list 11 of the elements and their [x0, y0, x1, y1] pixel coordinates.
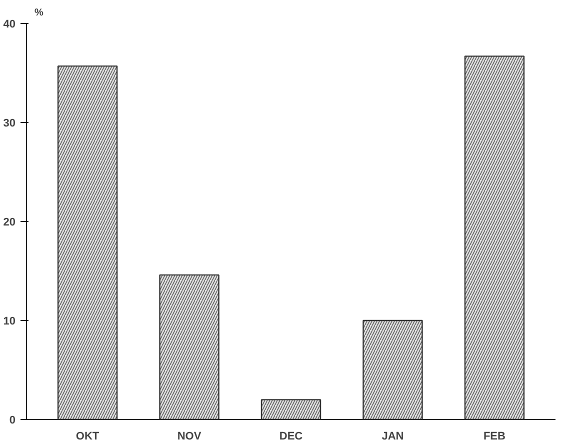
- x-tick-label: OKT: [76, 430, 100, 442]
- y-tick-label: 30: [3, 118, 16, 130]
- x-tick-label: FEB: [483, 430, 506, 442]
- y-tick-label: 0: [9, 414, 16, 426]
- y-tick-label: 20: [3, 216, 16, 228]
- x-tick-label: NOV: [177, 430, 202, 442]
- y-tick-label: 40: [3, 18, 16, 30]
- x-tick-label: JAN: [382, 430, 404, 442]
- x-tick-label: DEC: [279, 430, 303, 442]
- y-axis-title: %: [34, 8, 44, 18]
- y-tick-label: 10: [3, 316, 16, 328]
